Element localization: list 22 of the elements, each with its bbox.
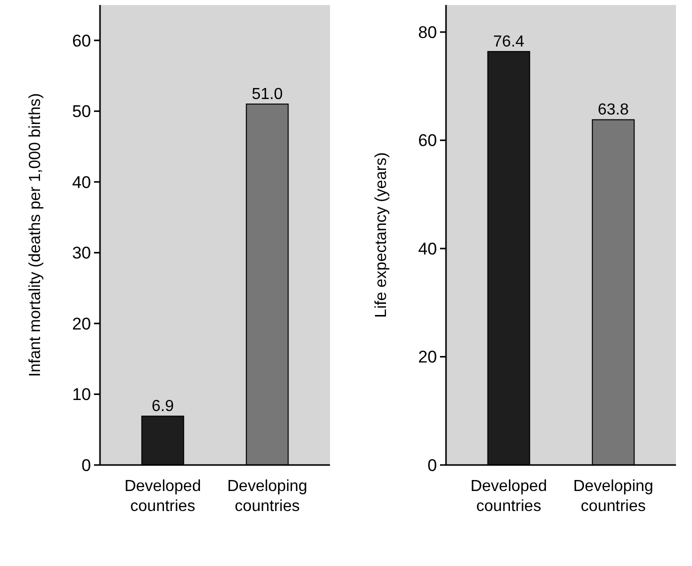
y-tick-label: 80	[418, 23, 437, 42]
y-tick-label: 40	[72, 172, 91, 192]
y-tick-label: 60	[72, 31, 91, 50]
x-tick-label: Developed countries	[124, 478, 201, 515]
y-tick-label: 30	[72, 244, 91, 263]
x-tick-label: Developing countries	[227, 478, 308, 515]
data-label: 63.8	[598, 102, 629, 119]
y-tick-label: 10	[72, 385, 91, 404]
x-tick-label: Developing countries	[573, 478, 654, 515]
y-tick-label: 40	[418, 239, 437, 258]
y-axis-title: Life expectancy (years)	[373, 152, 390, 318]
data-label: 51.0	[252, 86, 283, 104]
y-tick-label: 20	[72, 314, 91, 334]
y-tick-label: 60	[418, 131, 437, 150]
y-tick-label: 50	[72, 102, 91, 122]
data-label: 76.4	[493, 34, 524, 51]
data-label: 6.9	[152, 398, 174, 416]
x-tick-label: Developed countries	[470, 478, 547, 515]
y-tick-label: 0	[82, 456, 91, 475]
y-tick-label: 20	[418, 348, 437, 367]
y-tick-label: 0	[428, 456, 437, 475]
y-axis-title: Infant mortality (deaths per 1,000 births)	[27, 93, 44, 377]
